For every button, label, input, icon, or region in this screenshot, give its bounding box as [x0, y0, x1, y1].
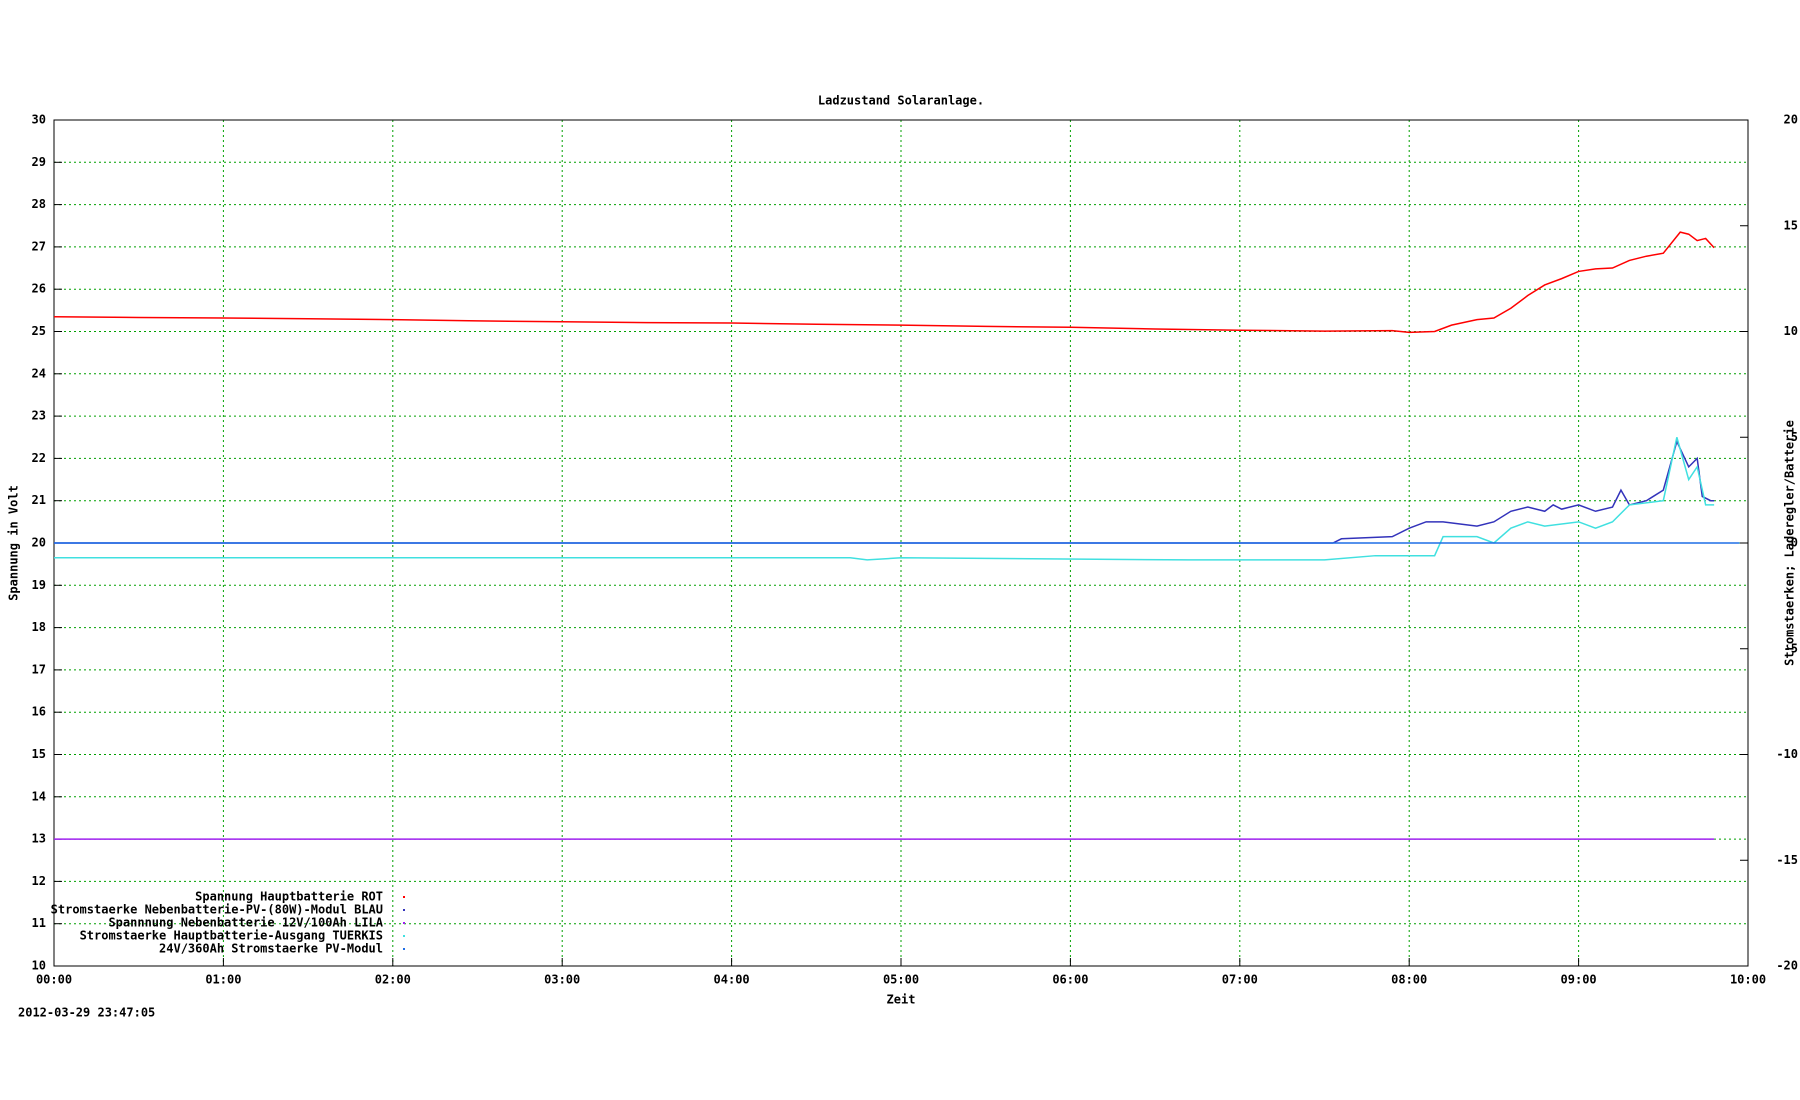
legend-swatch — [403, 935, 405, 937]
y-tick-label: 27 — [32, 239, 46, 253]
series-line — [54, 439, 1715, 544]
y-tick-label: 23 — [32, 409, 46, 423]
series-line — [54, 437, 1715, 561]
y-tick-label: 13 — [32, 832, 46, 846]
timestamp: 2012-03-29 23:47:05 — [18, 1006, 155, 1020]
x-tick-label: 09:00 — [1561, 973, 1597, 987]
y-tick-label: 24 — [32, 366, 46, 380]
legend-swatch — [403, 896, 405, 898]
y-tick-label: 25 — [32, 324, 46, 338]
y-tick-label: 21 — [32, 493, 46, 507]
y-tick-label: 28 — [32, 197, 46, 211]
legend-label: Spannung Hauptbatterie ROT — [195, 890, 383, 904]
y2-tick-label: 20 — [1784, 113, 1798, 127]
legend-label: Stromstaerke Hauptbatterie-Ausgang TUERK… — [80, 929, 383, 943]
y-axis-label: Spannung in Volt — [7, 485, 21, 601]
y-tick-label: 15 — [32, 747, 46, 761]
x-tick-label: 10:00 — [1730, 973, 1766, 987]
x-tick-label: 07:00 — [1222, 973, 1258, 987]
y-tick-label: 19 — [32, 578, 46, 592]
x-tick-label: 01:00 — [205, 973, 241, 987]
y2-tick-label: -10 — [1776, 747, 1798, 761]
y-tick-label: 10 — [32, 959, 46, 973]
y-tick-label: 14 — [32, 789, 46, 803]
y-tick-label: 18 — [32, 620, 46, 634]
y-tick-label: 12 — [32, 874, 46, 888]
x-tick-label: 05:00 — [883, 973, 919, 987]
legend-swatch — [403, 948, 405, 950]
y-tick-label: 30 — [32, 113, 46, 127]
y-tick-label: 20 — [32, 536, 46, 550]
x-tick-label: 00:00 — [36, 973, 72, 987]
y-tick-label: 16 — [32, 705, 46, 719]
legend-label: 24V/360Ah Stromstaerke PV-Modul — [159, 942, 383, 956]
y-tick-label: 11 — [32, 916, 46, 930]
x-tick-label: 06:00 — [1052, 973, 1088, 987]
y2-tick-label: -15 — [1776, 853, 1798, 867]
y-tick-label: 26 — [32, 282, 46, 296]
series-line — [53, 231, 1715, 334]
y2-tick-label: 15 — [1784, 218, 1798, 232]
y-tick-label: 22 — [32, 451, 46, 465]
y2-tick-label: -5 — [1784, 641, 1798, 655]
y-tick-label: 29 — [32, 155, 46, 169]
y-tick-label: 17 — [32, 662, 46, 676]
chart-title: Ladzustand Solaranlage. — [818, 94, 984, 108]
legend-label: Spannnung Nebenbatterie 12V/100Ah LILA — [108, 916, 383, 930]
y2-tick-label: -20 — [1776, 959, 1798, 973]
x-tick-label: 02:00 — [375, 973, 411, 987]
y2-tick-label: 0 — [1791, 536, 1798, 550]
x-tick-label: 08:00 — [1391, 973, 1427, 987]
x-tick-label: 04:00 — [714, 973, 750, 987]
y2-tick-label: 10 — [1784, 324, 1798, 338]
x-axis-label: Zeit — [887, 993, 916, 1007]
legend-swatch — [403, 922, 405, 924]
y2-axis-label: Stromstaerken; Laderegler/Batterie — [1783, 420, 1797, 666]
y2-tick-label: 5 — [1791, 430, 1798, 444]
legend-swatch — [403, 909, 405, 911]
legend-label: Stromstaerke Nebenbatterie-PV-(80W)-Modu… — [51, 903, 383, 917]
x-tick-label: 03:00 — [544, 973, 580, 987]
